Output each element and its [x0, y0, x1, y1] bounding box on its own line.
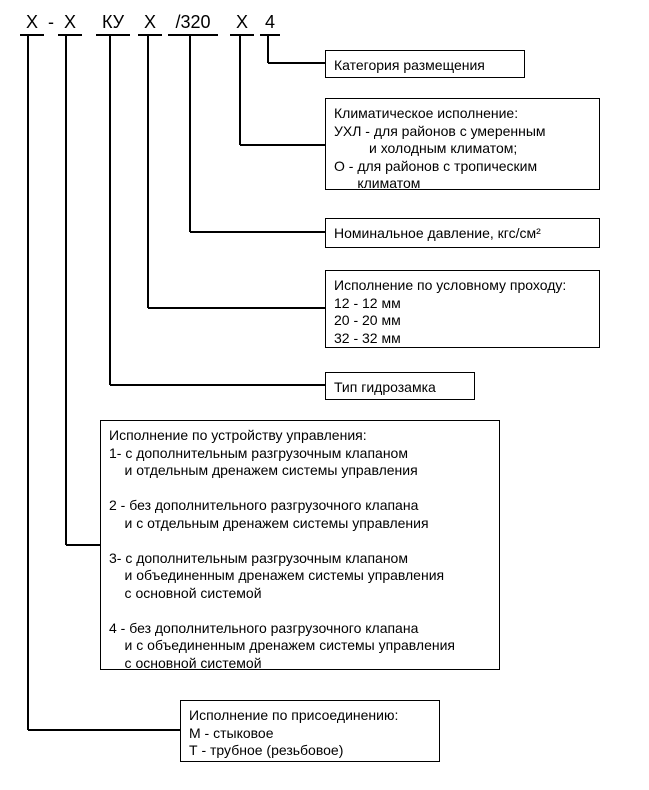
desc-line: М - стыковое — [189, 725, 431, 743]
underline-seg3 — [96, 34, 130, 36]
desc-line: 3- с дополнительным разгрузочным клапано… — [109, 550, 491, 568]
underline-seg2 — [58, 34, 82, 36]
desc-box-b4: Исполнение по условному проходу:12 - 12 … — [325, 270, 600, 348]
desc-line: О - для районов с тропическим — [334, 158, 591, 176]
desc-line: с основной системой — [109, 655, 491, 673]
desc-line: 4 - без дополнительного разгрузочного кл… — [109, 620, 491, 638]
desc-line: 12 - 12 мм — [334, 295, 591, 313]
code-segment-seg3: КУ — [98, 12, 128, 33]
desc-line: Исполнение по условному проходу: — [334, 277, 591, 295]
underline-seg1 — [20, 34, 44, 36]
desc-box-b3: Тип гидрозамка — [325, 372, 475, 400]
desc-line: 1- с дополнительным разгрузочным клапано… — [109, 445, 491, 463]
desc-line: и объединенным дренажем системы управлен… — [109, 567, 491, 585]
desc-box-b5: Номинальное давление, кгс/см² — [325, 218, 600, 248]
desc-line: Исполнение по устройству управления: — [109, 427, 491, 445]
underline-seg7 — [260, 34, 280, 36]
desc-box-b7: Категория размещения — [325, 50, 525, 78]
desc-line: и с отдельным дренажем системы управлени… — [109, 515, 491, 533]
code-segment-seg7: 4 — [262, 12, 278, 33]
desc-line: Номинальное давление, кгс/см² — [334, 225, 591, 243]
code-segment-seg5: /320 — [170, 12, 216, 33]
desc-box-b2: Исполнение по устройству управления:1- с… — [100, 420, 500, 670]
desc-line: и отдельным дренажем системы управления — [109, 462, 491, 480]
desc-line: Тип гидрозамка — [334, 379, 466, 397]
desc-line: УХЛ - для районов с умеренным — [334, 123, 591, 141]
underline-seg5 — [168, 34, 218, 36]
code-segment-seg6: Х — [232, 12, 252, 33]
code-segment-seg1: Х — [22, 12, 42, 33]
desc-line: Т - трубное (резьбовое) — [189, 742, 431, 760]
desc-line: и с объединенным дренажем системы управл… — [109, 637, 491, 655]
desc-line: Категория размещения — [334, 57, 516, 75]
desc-box-b6: Климатическое исполнение:УХЛ - для район… — [325, 98, 600, 190]
desc-line: Климатическое исполнение: — [334, 105, 591, 123]
code-segment-seg2: Х — [60, 12, 80, 33]
desc-line: Исполнение по присоединению: — [189, 707, 431, 725]
underline-seg6 — [230, 34, 254, 36]
desc-line: и холодным климатом; — [334, 140, 591, 158]
underline-seg4 — [138, 34, 162, 36]
desc-line: 32 - 32 мм — [334, 330, 591, 348]
diagram-canvas: Х-ХКУХ/320Х4Категория размещенияКлиматич… — [0, 0, 649, 790]
desc-line: 2 - без дополнительного разгрузочного кл… — [109, 497, 491, 515]
desc-line — [109, 532, 491, 550]
code-segment-seg4: Х — [140, 12, 160, 33]
desc-line: климатом — [334, 175, 591, 193]
desc-line — [109, 480, 491, 498]
code-segment-sep1: - — [46, 12, 56, 33]
desc-box-b1: Исполнение по присоединению:М - стыковое… — [180, 700, 440, 762]
desc-line: 20 - 20 мм — [334, 312, 591, 330]
desc-line — [109, 602, 491, 620]
desc-line: с основной системой — [109, 585, 491, 603]
